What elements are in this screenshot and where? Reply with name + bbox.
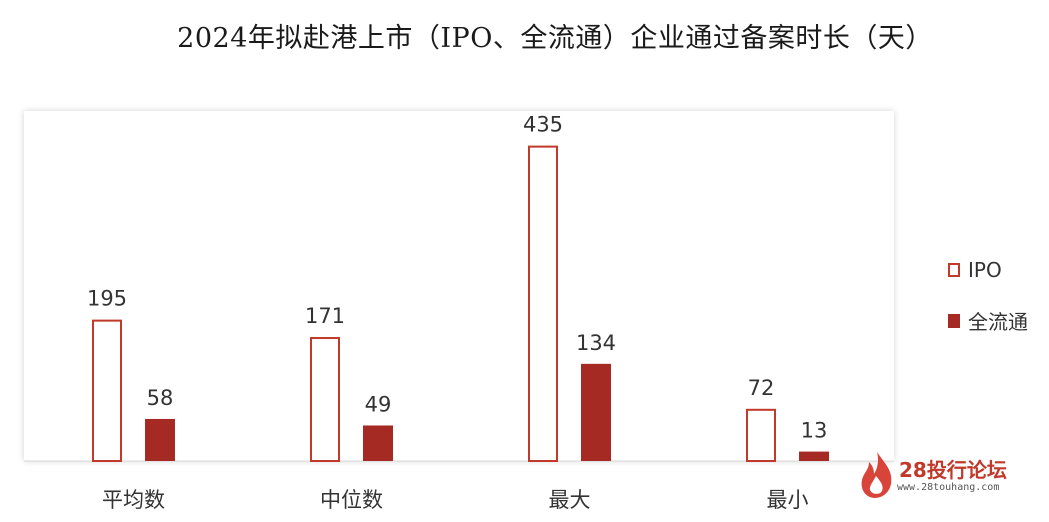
legend-item-quanliutong: 全流通 [948, 306, 1028, 335]
bar-quanliutong-3 [799, 451, 829, 461]
category-label-3: 最小 [767, 488, 809, 512]
chart-title: 2024年拟赴港上市（IPO、全流通）企业通过备案时长（天） [177, 23, 933, 54]
data-label-ipo-3: 72 [748, 376, 775, 400]
data-label-ipo-2: 435 [523, 113, 563, 137]
data-label-quanliutong-0: 58 [147, 386, 174, 410]
watermark: 28投行论坛 www.28touhang.com [857, 450, 1042, 500]
flame-logo-icon [861, 452, 892, 498]
chart-panel [24, 111, 894, 461]
data-label-quanliutong-2: 134 [576, 331, 616, 355]
bar-ipo-1 [310, 337, 340, 462]
data-label-ipo-1: 171 [305, 304, 345, 328]
data-label-ipo-0: 195 [87, 287, 127, 311]
legend-label-ipo: IPO [968, 258, 1002, 282]
category-label-1: 中位数 [320, 488, 383, 512]
bar-ipo-0 [92, 319, 122, 462]
bar-quanliutong-2 [581, 363, 611, 461]
bar-quanliutong-0 [145, 418, 175, 461]
watermark-brand: 28投行论坛 [899, 458, 1007, 482]
data-label-quanliutong-3: 13 [801, 419, 828, 443]
watermark-url: www.28touhang.com [897, 482, 1000, 493]
legend-swatch-outline [948, 263, 960, 277]
category-label-2: 最大 [549, 488, 591, 512]
bar-ipo-2 [528, 145, 558, 462]
legend-swatch-filled [948, 313, 960, 328]
category-label-0: 平均数 [102, 488, 165, 512]
legend-item-ipo: IPO [948, 258, 1002, 282]
data-label-quanliutong-1: 49 [365, 392, 392, 416]
bar-quanliutong-1 [363, 425, 393, 461]
legend-label-quanliutong: 全流通 [968, 310, 1028, 334]
bar-ipo-3 [746, 408, 776, 462]
